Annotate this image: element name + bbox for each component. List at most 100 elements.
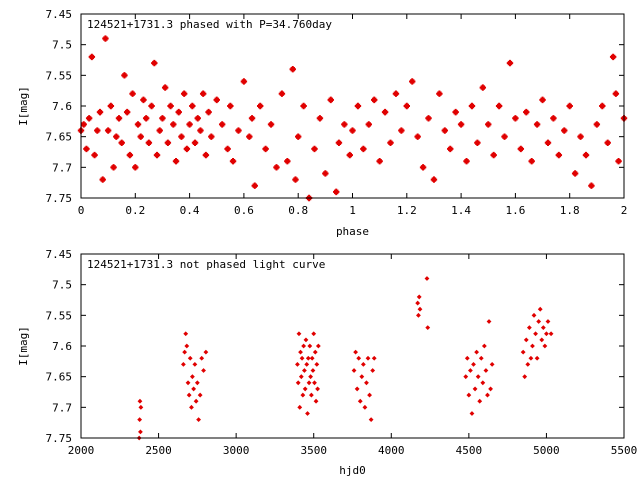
data-point xyxy=(523,337,529,343)
data-point xyxy=(137,417,143,422)
data-point xyxy=(463,374,469,380)
data-point xyxy=(191,139,199,146)
data-point xyxy=(483,368,489,373)
data-point xyxy=(464,355,470,361)
data-point xyxy=(138,404,144,410)
data-point xyxy=(416,312,421,318)
data-point xyxy=(267,121,275,128)
data-point xyxy=(115,115,123,122)
x-tick-label: 1.8 xyxy=(560,204,580,217)
data-point xyxy=(307,343,313,349)
data-point xyxy=(123,108,131,116)
data-point xyxy=(312,380,317,386)
data-point xyxy=(335,139,343,146)
data-point xyxy=(349,127,356,134)
x-tick-label: 3500 xyxy=(300,444,327,457)
phased-light-curve-plot: 124521+1731.3 phased with P=34.760day ph… xyxy=(17,8,627,238)
data-point xyxy=(371,355,377,361)
data-point xyxy=(485,121,492,128)
x-tick-label: 2000 xyxy=(68,444,95,457)
data-point xyxy=(191,386,197,392)
data-point xyxy=(481,343,487,349)
data-point xyxy=(468,102,476,110)
data-point xyxy=(110,164,117,171)
data-point xyxy=(305,411,310,416)
data-point xyxy=(310,368,316,373)
data-point xyxy=(132,164,139,171)
data-point xyxy=(248,115,256,122)
data-point xyxy=(315,386,320,392)
data-point xyxy=(523,108,530,116)
data-point xyxy=(153,151,161,159)
data-point xyxy=(512,115,519,122)
data-point xyxy=(577,133,584,140)
unphased-plot-x-axis-label: hjd0 xyxy=(339,464,366,477)
data-point xyxy=(129,90,136,97)
y-tick-label: 7.45 xyxy=(46,248,73,261)
data-point xyxy=(167,102,174,110)
data-point xyxy=(296,331,302,337)
data-point xyxy=(194,380,200,386)
unphased-plot-ticks: 2000 2500 3000 3500 4000 4500 5000 5500 7.45 7.5 7… xyxy=(46,248,638,457)
data-point xyxy=(530,343,535,349)
data-point xyxy=(121,72,128,79)
data-point xyxy=(477,398,483,404)
y-tick-label: 7.45 xyxy=(46,8,73,21)
data-point xyxy=(495,102,503,110)
data-point xyxy=(539,337,545,343)
y-tick-label: 7.75 xyxy=(46,192,73,205)
data-point xyxy=(311,145,318,153)
data-point xyxy=(398,127,405,134)
data-point xyxy=(311,331,317,337)
data-point xyxy=(303,337,309,343)
data-point xyxy=(218,121,226,128)
data-point xyxy=(316,115,324,122)
data-point xyxy=(501,133,508,140)
data-point xyxy=(474,349,480,355)
data-point xyxy=(187,355,193,361)
data-point xyxy=(425,325,431,330)
y-tick-label: 7.6 xyxy=(52,100,72,113)
data-point xyxy=(346,151,353,159)
data-point xyxy=(309,355,315,361)
data-point xyxy=(452,108,459,116)
data-point xyxy=(436,90,443,97)
data-point xyxy=(113,133,120,140)
data-point xyxy=(107,102,115,110)
x-tick-label: 1.6 xyxy=(505,204,525,217)
data-point xyxy=(189,374,195,380)
data-point xyxy=(295,380,301,386)
y-tick-label: 7.7 xyxy=(52,401,72,414)
data-point xyxy=(197,127,204,134)
data-point xyxy=(284,158,291,165)
data-point xyxy=(186,121,193,128)
data-point xyxy=(213,96,220,104)
phased-plot-y-axis-label: I[mag] xyxy=(17,86,30,126)
y-tick-label: 7.55 xyxy=(46,309,73,322)
x-tick-label: 0.2 xyxy=(125,204,145,217)
data-point xyxy=(251,182,258,189)
data-point xyxy=(506,59,514,67)
data-point xyxy=(161,84,169,91)
data-point xyxy=(416,294,422,300)
data-point xyxy=(441,127,449,134)
data-point xyxy=(180,90,188,97)
x-tick-label: 0.4 xyxy=(180,204,200,217)
data-point xyxy=(292,176,299,183)
data-point xyxy=(539,96,546,104)
data-point xyxy=(151,59,158,67)
data-point xyxy=(102,35,109,42)
data-point xyxy=(544,139,552,146)
data-point xyxy=(164,139,172,146)
data-point xyxy=(224,145,231,153)
x-tick-label: 2 xyxy=(621,204,628,217)
data-point xyxy=(354,102,362,110)
data-point xyxy=(315,343,321,349)
data-point xyxy=(300,102,307,110)
data-point xyxy=(178,133,185,140)
data-point xyxy=(415,300,421,306)
data-point xyxy=(256,102,264,110)
data-point xyxy=(364,380,369,386)
data-point xyxy=(333,188,340,196)
x-tick-label: 5000 xyxy=(533,444,560,457)
